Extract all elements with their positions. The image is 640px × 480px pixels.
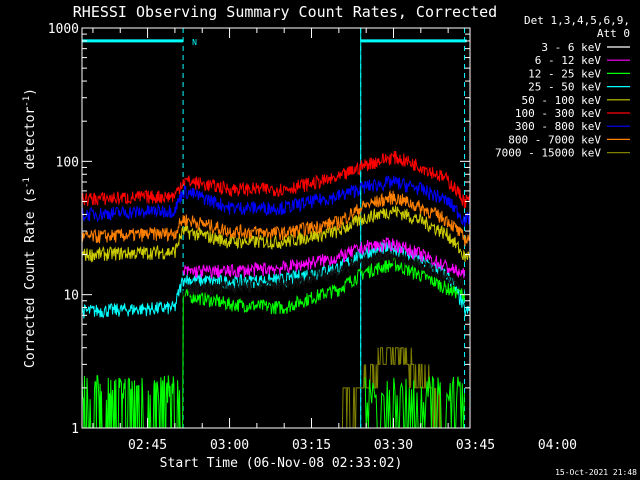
series-line <box>81 241 471 319</box>
series-line <box>81 205 471 263</box>
series-6-12kev <box>182 236 465 280</box>
y-tick-label: 100 <box>56 155 79 170</box>
series-line <box>182 250 465 298</box>
legend-label: 6 - 12 keV <box>535 54 602 67</box>
legend-label: 7000 - 15000 keV <box>495 147 601 160</box>
legend-label: 50 - 100 keV <box>522 94 602 107</box>
x-tick-label: 03:15 <box>292 438 331 453</box>
y-tick-label: 1000 <box>48 22 79 37</box>
legend-label: 300 - 800 keV <box>515 120 601 133</box>
series-line <box>81 150 471 209</box>
series-line <box>81 175 471 228</box>
legend-label: 25 - 50 keV <box>528 81 601 94</box>
axes: 1 10 100 1000 02:45 03:00 03:15 03:30 03:45 04:00 <box>48 22 577 453</box>
night-marker-label: N <box>192 38 197 47</box>
legend-label: 12 - 25 keV <box>528 67 601 80</box>
series-50-100kev <box>81 205 471 263</box>
plot-frame <box>81 27 471 429</box>
x-tick-label: 04:00 <box>538 438 577 453</box>
legend-header-line: Det 1,3,4,5,6,9, <box>524 14 630 27</box>
y-axis-label: Corrected Count Rate (s-1 detector-1) <box>22 88 38 368</box>
series-300-800kev <box>81 175 471 228</box>
series-25-50kev <box>81 241 471 319</box>
x-axis-label: Start Time (06-Nov-08 02:33:02) <box>160 456 403 471</box>
plot-area: N <box>81 28 471 429</box>
series-100-300kev <box>81 150 471 209</box>
generation-timestamp: 15-Oct-2021 21:48 <box>555 468 637 477</box>
legend-label: 3 - 6 keV <box>541 41 601 54</box>
series-line <box>182 236 465 280</box>
legend-label: 800 - 7000 keV <box>508 133 601 146</box>
x-tick-label: 02:45 <box>128 438 167 453</box>
chart-title: RHESSI Observing Summary Count Rates, Co… <box>73 3 497 21</box>
x-tick-label: 03:00 <box>210 438 249 453</box>
y-tick-label: 1 <box>71 422 79 437</box>
legend-label: 100 - 300 keV <box>515 107 601 120</box>
legend-header-line: Att 0 <box>597 27 630 40</box>
y-tick-label: 10 <box>63 289 79 304</box>
series-line <box>81 189 471 247</box>
series-3-6kev <box>182 250 465 298</box>
x-tick-label: 03:45 <box>456 438 495 453</box>
x-tick-label: 03:30 <box>374 438 413 453</box>
series-800-7000kev <box>81 189 471 247</box>
